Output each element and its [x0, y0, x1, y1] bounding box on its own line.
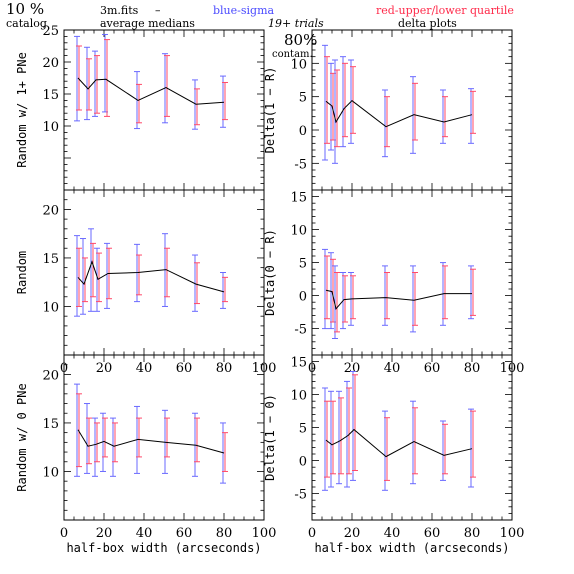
panel-2-median-line	[325, 100, 473, 128]
panel-4-ytick-label: 15	[290, 191, 307, 206]
panel-5-ytick-label: 10	[42, 465, 59, 480]
panel-1-ytick-label: 20	[42, 56, 59, 71]
header-red-quartile: red-upper/lower quartile	[376, 4, 514, 17]
panel-4-ytick-label: 0	[299, 290, 307, 305]
panel-3-xtick-label: 20	[96, 361, 113, 376]
panel-4-xtick-label: 20	[344, 361, 361, 376]
panel-1-median-line	[77, 77, 225, 105]
panel-4-xtick-label: 60	[424, 361, 441, 376]
header-catalog: catalog	[6, 17, 47, 30]
panel-2-ytick-label: 10	[290, 57, 307, 72]
panel-3-ytick-label: 15	[42, 252, 59, 267]
header-delta: delta plots	[398, 17, 457, 30]
panel-4-ylabel: Delta(0 − R)	[263, 229, 277, 316]
panel-1-ytick-label: 15	[42, 88, 59, 103]
panel-2-ytick-label: 5	[299, 91, 307, 106]
panel-3-xtick-label: 80	[216, 361, 233, 376]
panel-5-ytick-label: 15	[42, 417, 59, 432]
panel-1-ylabel: Random w/ 1+ PNe	[15, 52, 29, 168]
panel-1-ytick-label: 25	[42, 24, 59, 39]
panel-6-ytick-label: 15	[290, 356, 307, 371]
header-dash: –	[155, 4, 161, 17]
panel-3-median-line	[77, 260, 225, 293]
panel-6-xtick-label: 0	[308, 526, 316, 541]
panel-5-xtick-label: 80	[216, 526, 233, 541]
panel-2-ylabel: Delta(1 − R)	[263, 67, 277, 154]
header-contam: contam.	[272, 49, 313, 60]
panel-3-ytick-label: 20	[42, 203, 59, 218]
panel-5-xtick-label: 40	[136, 526, 153, 541]
panel-3-frame	[63, 189, 265, 356]
panel-5-ytick-label: 20	[42, 368, 59, 383]
panel-5-xtick-label: 100	[252, 526, 277, 541]
panel-3-ylabel: Random	[15, 251, 29, 294]
header-file: 3m.fits	[100, 4, 139, 17]
panel-3-ytick-label: 10	[42, 300, 59, 315]
header-blue-sigma: blue-sigma	[213, 4, 275, 17]
header-percent: 10 %	[6, 0, 45, 18]
panel-4-xtick-label: 40	[384, 361, 401, 376]
panel-6-ytick-label: 5	[299, 422, 307, 437]
panel-4-xtick-label: 80	[464, 361, 481, 376]
panel-2-frame	[311, 29, 513, 191]
panel-5-median-line	[77, 429, 225, 454]
header-contam-percent: 80%	[284, 31, 318, 49]
panel-6-xtick-label: 80	[464, 526, 481, 541]
panel-2-ytick-label: 0	[299, 124, 307, 139]
panel-5-xtick-label: 20	[96, 526, 113, 541]
panel-6-ylabel: Delta(1 − 0)	[263, 394, 277, 481]
panel-6-xlabel: half-box width (arcseconds)	[314, 541, 509, 555]
panel-6-xtick-label: 100	[500, 526, 525, 541]
panel-4-ytick-label: 5	[299, 257, 307, 272]
panel-4-ytick-label: -5	[294, 323, 307, 338]
panel-6-median-line	[325, 428, 473, 458]
panel-6-ytick-label: 0	[299, 455, 307, 470]
header-trials: 19+ trials	[268, 17, 324, 30]
panel-5-ylabel: Random w/ 0 PNe	[15, 383, 29, 491]
panel-4-ytick-label: 10	[290, 224, 307, 239]
panel-5-xlabel: half-box width (arcseconds)	[66, 541, 261, 555]
panel-6-xtick-label: 40	[384, 526, 401, 541]
panel-6-frame	[311, 354, 513, 521]
panel-3-xtick-label: 60	[176, 361, 193, 376]
panel-5-xtick-label: 0	[60, 526, 68, 541]
panel-2-ytick-label: -5	[294, 157, 307, 172]
panel-4-median-line	[325, 289, 472, 310]
panel-3-xtick-label: 40	[136, 361, 153, 376]
panel-5-frame	[63, 354, 265, 521]
panel-6-ytick-label: 10	[290, 389, 307, 404]
header-averages: average medians	[100, 17, 195, 30]
panel-6-ytick-label: -5	[294, 488, 307, 503]
panel-5-xtick-label: 60	[176, 526, 193, 541]
panel-6-xtick-label: 60	[424, 526, 441, 541]
panel-6-xtick-label: 20	[344, 526, 361, 541]
panel-1-ytick-label: 10	[42, 120, 59, 135]
